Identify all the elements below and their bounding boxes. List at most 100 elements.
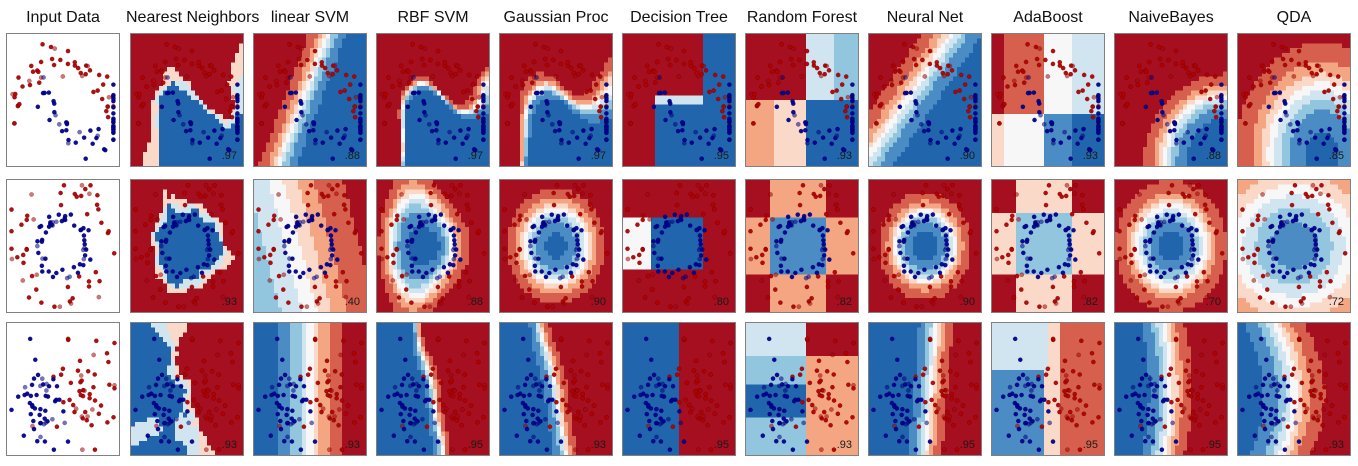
surface-cell [790,123,795,129]
surface-cell [654,62,660,68]
surface-cell [528,52,533,59]
surface-cell [444,104,450,111]
surface-cell [690,62,696,68]
surface-cell [774,109,779,115]
surface-cell [591,109,597,115]
surface-cell [341,81,347,87]
surface-cell [552,147,557,153]
surface-cell [310,95,315,101]
surface-cell [563,100,569,106]
surface-cell [731,133,735,139]
surface-cell [477,62,482,68]
surface-cell [634,38,640,45]
surface-cell [341,137,347,144]
surface-cell [440,104,446,111]
surface-cell [535,151,541,158]
surface-cell [461,76,466,82]
surface-cell [282,133,287,139]
surface-cell [310,147,315,153]
surface-cell [265,137,271,144]
surface-cell [798,95,803,101]
surface-cell [608,85,612,92]
surface-cell [405,57,410,63]
point-class1 [63,120,69,125]
surface-cell [671,62,676,68]
surface-cell [393,151,398,158]
surface-cell [535,128,541,134]
surface-cell [393,67,398,73]
surface-cell [472,118,478,125]
surface-cell [254,114,259,120]
surface-cell [231,90,236,96]
surface-cell [166,137,172,144]
surface-cell [421,90,426,96]
surface-cell [757,128,763,134]
point-class0 [513,84,518,89]
surface-cell [226,62,232,68]
surface-cell [377,95,382,101]
surface-cell [393,156,398,162]
surface-cell [757,67,763,73]
surface-cell [686,57,692,63]
surface-cell [679,62,684,68]
surface-cell [265,123,271,129]
surface-cell [563,48,569,54]
surface-cell [500,71,505,78]
surface-cell [723,43,728,49]
point-class1 [466,126,471,132]
surface-cell [503,147,509,153]
point-class0 [643,82,649,88]
surface-cell [626,48,632,54]
surface-cell [289,147,295,153]
surface-cell [187,62,192,68]
surface-cell [511,81,517,87]
surface-cell [785,48,791,54]
surface-cell [548,123,553,129]
surface-cell [634,104,640,111]
point-class0 [466,72,472,78]
surface-cell [425,76,430,82]
surface-cell [675,62,680,68]
surface-cell [358,156,363,162]
surface-cell [580,118,585,125]
surface-cell [310,90,315,96]
surface-cell [643,147,648,153]
surface-cell [358,67,363,73]
point-class0 [285,59,291,65]
surface-cell [310,100,315,106]
surface-cell [699,67,704,73]
surface-cell [162,161,168,166]
surface-cell [222,62,228,68]
surface-cell [388,43,394,49]
surface-cell [317,71,323,78]
point-class1 [410,90,416,96]
surface-cell [380,62,386,68]
surface-cell [334,109,339,115]
surface-cell [563,43,569,49]
surface-cell [477,90,482,96]
surface-cell [714,38,720,45]
surface-cell [690,71,696,78]
surface-cell [334,48,339,54]
surface-cell [151,161,156,166]
surface-cell [675,38,680,45]
surface-cell [338,76,343,82]
surface-cell [477,34,482,40]
surface-cell [330,52,335,59]
point-class0 [202,70,208,76]
surface-cell [686,133,692,139]
surface-cell [753,67,759,73]
surface-cell [142,95,148,101]
surface-cell [507,71,513,78]
surface-cell [481,48,486,54]
surface-cell [576,128,581,134]
point-class0 [173,56,179,62]
surface-cell [203,100,208,106]
point-class0 [263,75,268,80]
surface-cell [207,161,212,166]
surface-cell [134,137,140,144]
point-class0 [189,48,195,54]
surface-cell [548,48,553,54]
surface-cell [330,142,335,148]
surface-cell [643,114,648,120]
